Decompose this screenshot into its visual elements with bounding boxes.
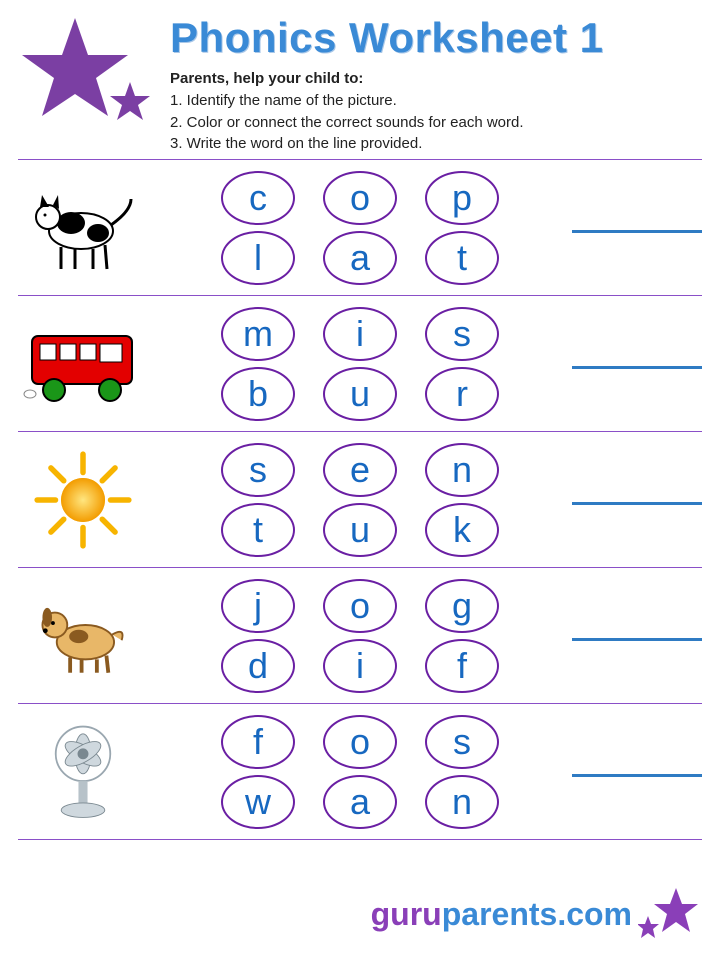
letter-bubble[interactable]: l [221, 231, 295, 285]
letter-bubble[interactable]: s [425, 715, 499, 769]
answer-line[interactable] [572, 230, 702, 233]
worksheet-row: s e n t u k [18, 432, 702, 568]
footer: guruparents.com [371, 886, 698, 942]
letter-bubble[interactable]: g [425, 579, 499, 633]
letter-row: s e n [221, 443, 499, 497]
worksheet-row: f o s w a n [18, 704, 702, 840]
picture-bus [18, 304, 148, 424]
letter-row: m i s [221, 307, 499, 361]
letter-row: t u k [221, 503, 499, 557]
letter-bubble[interactable]: n [425, 775, 499, 829]
letter-bubble[interactable]: t [221, 503, 295, 557]
answer-line[interactable] [572, 774, 702, 777]
worksheet-row: m i s b u r [18, 296, 702, 432]
picture-fan [18, 712, 148, 832]
worksheet-row: j o g d i f [18, 568, 702, 704]
letter-row: j o g [221, 579, 499, 633]
letter-bubble[interactable]: i [323, 307, 397, 361]
answer-line[interactable] [572, 638, 702, 641]
letter-bubble[interactable]: k [425, 503, 499, 557]
letter-row: w a n [221, 775, 499, 829]
instructions-heading: Parents, help your child to: [170, 68, 700, 90]
star-icon [20, 10, 170, 130]
letter-bubble[interactable]: e [323, 443, 397, 497]
letter-bubble[interactable]: s [221, 443, 295, 497]
letter-bubble[interactable]: f [221, 715, 295, 769]
letter-bubble[interactable]: c [221, 171, 295, 225]
letter-grid: f o s w a n [160, 715, 560, 829]
instruction-step: 2. Color or connect the correct sounds f… [170, 112, 700, 134]
instruction-step: 3. Write the word on the line provided. [170, 133, 700, 155]
letter-bubble[interactable]: o [323, 171, 397, 225]
letter-bubble[interactable]: w [221, 775, 295, 829]
letter-bubble[interactable]: j [221, 579, 295, 633]
letter-bubble[interactable]: o [323, 579, 397, 633]
letter-bubble[interactable]: o [323, 715, 397, 769]
letter-row: d i f [221, 639, 499, 693]
letter-row: b u r [221, 367, 499, 421]
footer-star-icon [638, 886, 698, 942]
worksheet-rows: c o p l a t [0, 160, 720, 840]
letter-bubble[interactable]: a [323, 231, 397, 285]
answer-line[interactable] [572, 502, 702, 505]
answer-line[interactable] [572, 366, 702, 369]
letter-bubble[interactable]: b [221, 367, 295, 421]
picture-sun [18, 440, 148, 560]
letter-row: f o s [221, 715, 499, 769]
letter-bubble[interactable]: f [425, 639, 499, 693]
letter-grid: m i s b u r [160, 307, 560, 421]
letter-grid: c o p l a t [160, 171, 560, 285]
letter-row: c o p [221, 171, 499, 225]
footer-part2: parents.com [442, 896, 632, 932]
letter-bubble[interactable]: u [323, 503, 397, 557]
letter-row: l a t [221, 231, 499, 285]
letter-bubble[interactable]: m [221, 307, 295, 361]
letter-bubble[interactable]: r [425, 367, 499, 421]
worksheet-row: c o p l a t [18, 160, 702, 296]
title-area: Phonics Worksheet 1 Parents, help your c… [170, 10, 700, 155]
footer-part1: guru [371, 896, 442, 932]
letter-bubble[interactable]: p [425, 171, 499, 225]
picture-dog [18, 576, 148, 696]
letter-bubble[interactable]: n [425, 443, 499, 497]
letter-bubble[interactable]: t [425, 231, 499, 285]
letter-grid: s e n t u k [160, 443, 560, 557]
letter-bubble[interactable]: i [323, 639, 397, 693]
letter-bubble[interactable]: d [221, 639, 295, 693]
letter-grid: j o g d i f [160, 579, 560, 693]
letter-bubble[interactable]: a [323, 775, 397, 829]
picture-cat [18, 168, 148, 288]
footer-brand: guruparents.com [371, 896, 632, 933]
worksheet-header: Phonics Worksheet 1 Parents, help your c… [0, 0, 720, 155]
worksheet-title: Phonics Worksheet 1 [170, 14, 700, 62]
letter-bubble[interactable]: s [425, 307, 499, 361]
letter-bubble[interactable]: u [323, 367, 397, 421]
instructions: Parents, help your child to: 1. Identify… [170, 68, 700, 155]
instruction-step: 1. Identify the name of the picture. [170, 90, 700, 112]
